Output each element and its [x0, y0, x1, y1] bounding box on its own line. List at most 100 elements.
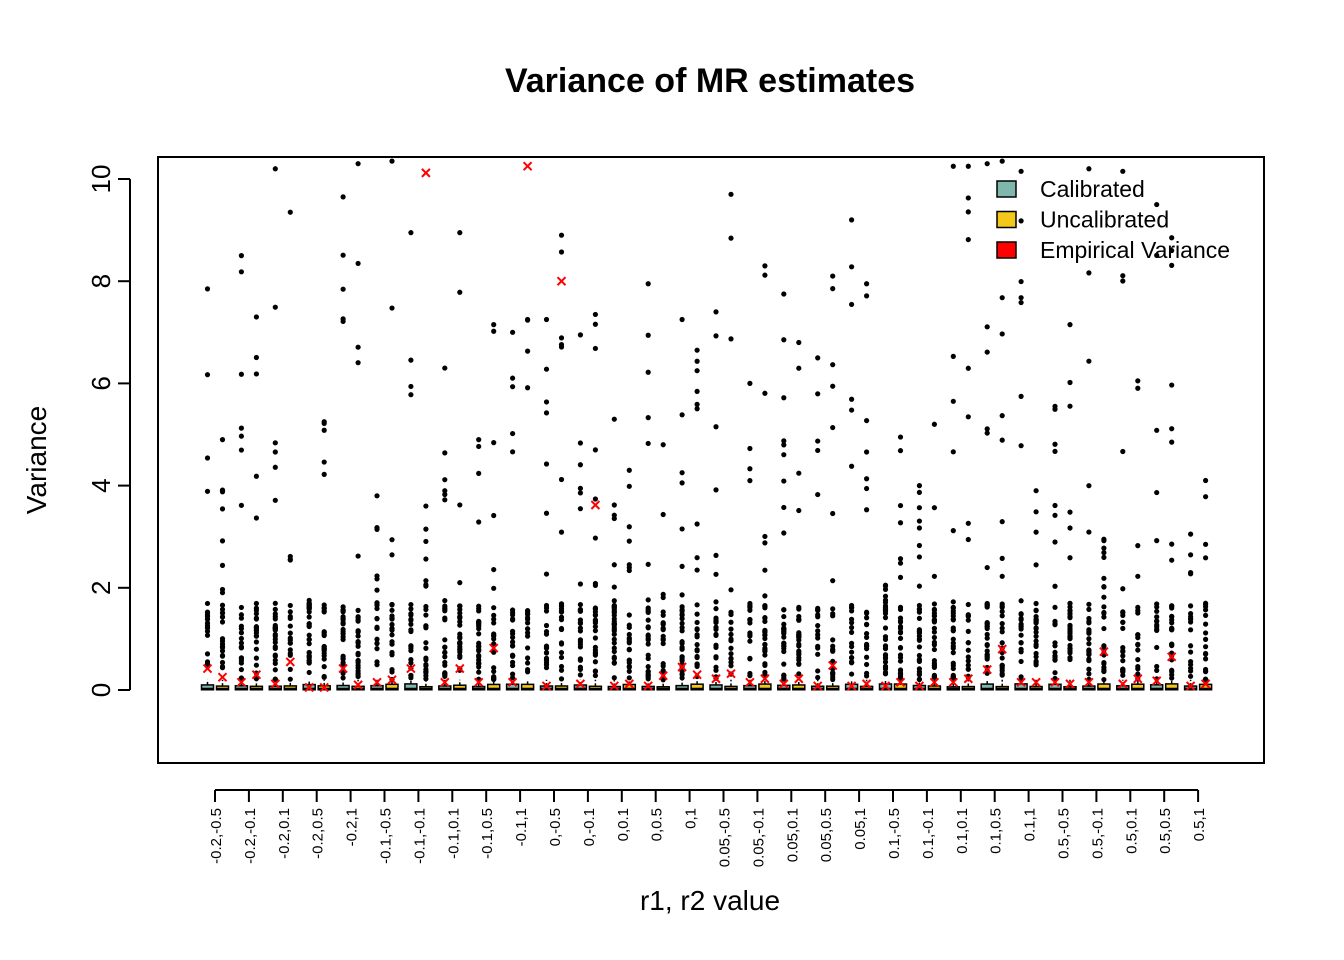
outlier-point: [897, 619, 904, 625]
outlier-point: [645, 332, 651, 338]
outlier-point: [999, 413, 1005, 419]
outlier-point: [849, 608, 855, 614]
outlier-point: [1169, 235, 1175, 241]
outlier-point: [965, 536, 971, 543]
outlier-point: [1086, 166, 1092, 172]
empirical-variance-mark: [406, 663, 416, 674]
outlier-point: [491, 675, 497, 681]
outlier-point: [1067, 655, 1073, 661]
outlier-point: [694, 632, 700, 638]
outlier-point: [525, 666, 531, 673]
outlier-point: [728, 619, 734, 625]
outlier-point: [577, 581, 584, 587]
outlier-point: [864, 281, 870, 287]
outlier-point: [849, 649, 855, 655]
outlier-point: [830, 611, 836, 617]
outlier-point: [713, 619, 719, 625]
x-axis-label: r1, r2 value: [640, 885, 780, 916]
outlier-point: [916, 583, 923, 589]
empirical-variance-mark: [488, 643, 499, 653]
outlier-point: [679, 608, 685, 614]
empirical-variance-mark: [556, 276, 567, 286]
outlier-point: [1018, 640, 1024, 646]
outlier-point: [747, 604, 753, 611]
x-tick-label: 0,1: [683, 808, 700, 829]
outlier-point: [762, 618, 768, 625]
outlier-point: [781, 641, 787, 647]
outlier-point: [984, 430, 990, 436]
outlier-point: [423, 582, 429, 588]
outlier-point: [340, 675, 346, 681]
outlier-point: [796, 617, 802, 623]
outlier-point: [491, 641, 497, 647]
outlier-point: [965, 236, 971, 243]
outlier-point: [1052, 653, 1058, 659]
x-tick-label: 0.5,-0.1: [1089, 808, 1106, 859]
outlier-point: [1033, 662, 1039, 668]
outlier-point: [849, 660, 855, 666]
outlier-point: [423, 640, 429, 646]
outlier-point: [1086, 358, 1092, 364]
outlier-point: [238, 635, 244, 642]
outlier-point: [442, 617, 448, 623]
outlier-point: [830, 383, 836, 389]
outlier-point: [491, 440, 497, 446]
outlier-point: [611, 645, 617, 651]
outlier-point: [219, 614, 226, 620]
outlier-point: [558, 603, 565, 609]
outlier-point: [253, 616, 259, 622]
outlier-point: [287, 209, 293, 215]
outlier-point: [442, 598, 448, 604]
chart-title: Variance of MR estimates: [505, 62, 915, 100]
outlier-point: [423, 603, 429, 610]
outlier-point: [660, 609, 666, 615]
outlier-point: [1169, 247, 1175, 254]
outlier-point: [1052, 604, 1058, 610]
outlier-point: [476, 643, 482, 649]
outlier-point: [713, 654, 719, 660]
outlier-point: [1154, 644, 1160, 651]
outlier-point: [509, 430, 516, 437]
outlier-point: [781, 337, 787, 343]
outlier-point: [272, 653, 278, 659]
outlier-point: [999, 331, 1005, 337]
outlier-point: [965, 365, 971, 371]
outlier-point: [626, 657, 632, 663]
outlier-point: [1203, 621, 1209, 627]
outlier-point: [781, 291, 787, 297]
outlier-point: [897, 629, 904, 635]
outlier-point: [1033, 643, 1039, 650]
outlier-point: [916, 518, 923, 524]
outlier-point: [509, 329, 516, 335]
outlier-point: [355, 662, 361, 669]
outlier-point: [713, 606, 719, 612]
outlier-point: [660, 621, 666, 627]
empirical-variance-mark: [827, 660, 838, 671]
empirical-variance-mark: [1185, 681, 1196, 691]
outlier-point: [340, 626, 346, 633]
outlier-point: [423, 655, 429, 661]
empirical-variance-mark: [440, 677, 450, 688]
outlier-point: [272, 667, 278, 673]
outlier-point: [442, 450, 448, 456]
outlier-point: [882, 659, 889, 665]
outlier-point: [1154, 427, 1160, 433]
outlier-point: [238, 604, 244, 611]
outlier-point: [558, 249, 565, 255]
outlier-point: [897, 448, 904, 454]
outlier-point: [389, 537, 395, 543]
outlier-point: [1188, 552, 1194, 558]
outlier-point: [864, 631, 870, 637]
outlier-point: [781, 634, 787, 640]
outlier-point: [476, 620, 482, 626]
outlier-point: [999, 672, 1005, 678]
outlier-point: [1188, 616, 1194, 622]
legend-label: Empirical Variance: [1040, 237, 1230, 263]
empirical-variance-mark: [236, 677, 247, 688]
outlier-point: [476, 606, 482, 612]
outlier-point: [491, 566, 497, 573]
empirical-variance-mark: [251, 669, 262, 680]
outlier-point: [253, 473, 259, 479]
outlier-point: [984, 651, 990, 658]
empirical-variance-mark: [590, 500, 601, 510]
